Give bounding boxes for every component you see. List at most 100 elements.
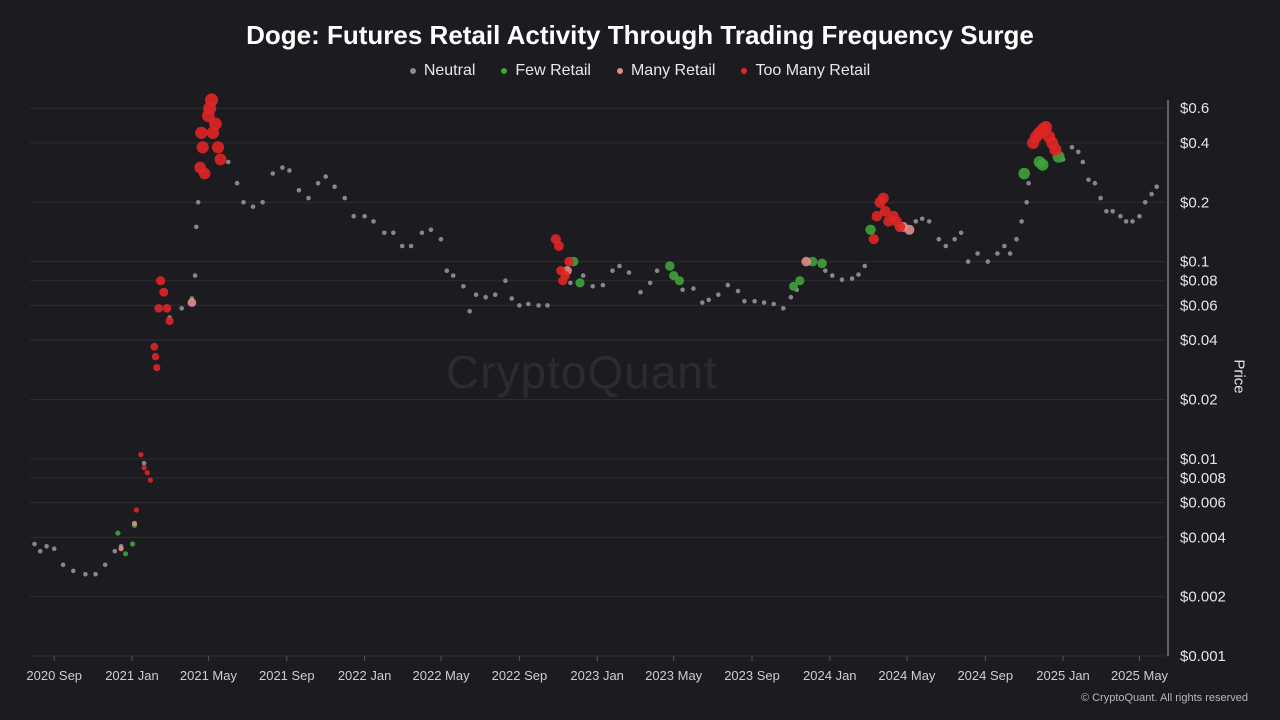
y-tick-label: $0.04 bbox=[1180, 332, 1218, 349]
legend-item-few-retail[interactable]: Few Retail bbox=[501, 62, 591, 80]
data-point-neutral bbox=[250, 204, 256, 209]
legend-item-too-many-retail[interactable]: Too Many Retail bbox=[741, 62, 870, 80]
data-point-neutral bbox=[83, 571, 88, 577]
legend-dot-few-retail bbox=[501, 68, 508, 74]
data-point-too-many-retail bbox=[1049, 143, 1062, 156]
data-point-neutral bbox=[536, 303, 541, 308]
data-point-neutral bbox=[473, 292, 479, 298]
data-point-neutral bbox=[461, 284, 466, 289]
data-point-neutral bbox=[936, 236, 942, 242]
x-tick-label: 2025 May bbox=[1111, 668, 1169, 683]
data-point-neutral bbox=[362, 213, 367, 219]
data-point-neutral bbox=[195, 200, 201, 205]
data-point-neutral bbox=[654, 268, 660, 274]
data-point-too-many-retail bbox=[877, 192, 889, 204]
data-point-neutral bbox=[391, 230, 396, 236]
legend-dot-many-retail bbox=[616, 68, 623, 74]
data-point-too-many-retail bbox=[209, 117, 222, 131]
data-point-neutral bbox=[1002, 243, 1007, 249]
x-tick-label: 2020 Sep bbox=[26, 668, 82, 683]
data-point-neutral bbox=[965, 259, 971, 264]
data-point-neutral bbox=[509, 296, 515, 301]
data-point-too-many-retail bbox=[868, 234, 879, 245]
data-point-neutral bbox=[752, 298, 757, 304]
data-point-many-retail bbox=[187, 298, 197, 307]
legend-item-many-retail[interactable]: Many Retail bbox=[616, 62, 715, 80]
x-tick-label: 2022 Sep bbox=[492, 668, 548, 683]
data-point-many-retail bbox=[131, 520, 138, 527]
data-point-neutral bbox=[467, 309, 473, 314]
x-tick-label: 2024 Jan bbox=[803, 668, 857, 683]
legend-item-neutral[interactable]: Neutral bbox=[409, 62, 475, 80]
data-point-neutral bbox=[342, 195, 348, 201]
data-point-neutral bbox=[691, 286, 696, 291]
data-point-neutral bbox=[1149, 191, 1154, 197]
y-tick-label: $0.6 bbox=[1180, 100, 1209, 117]
data-point-neutral bbox=[51, 546, 57, 551]
data-point-neutral bbox=[371, 219, 376, 224]
y-tick-label: $0.2 bbox=[1180, 194, 1209, 211]
y-tick-label: $0.01 bbox=[1180, 451, 1218, 468]
data-point-neutral bbox=[716, 292, 721, 298]
data-point-neutral bbox=[270, 171, 276, 176]
data-point-too-many-retail bbox=[159, 287, 169, 297]
x-tick-label: 2024 May bbox=[878, 668, 936, 683]
data-point-few-retail bbox=[674, 276, 685, 286]
data-point-few-retail bbox=[865, 224, 876, 235]
data-point-neutral bbox=[568, 280, 573, 286]
data-point-few-retail bbox=[817, 258, 827, 269]
data-point-neutral bbox=[985, 259, 991, 264]
data-point-neutral bbox=[638, 289, 643, 295]
legend-label-few-retail: Few Retail bbox=[515, 62, 591, 79]
data-point-neutral bbox=[408, 243, 414, 249]
data-point-neutral bbox=[580, 273, 586, 278]
data-point-few-retail bbox=[115, 530, 121, 536]
data-point-neutral bbox=[1076, 149, 1081, 155]
data-point-neutral bbox=[492, 292, 498, 298]
legend-label-too-many-retail: Too Many Retail bbox=[755, 62, 871, 79]
data-point-too-many-retail bbox=[165, 316, 174, 326]
data-point-neutral bbox=[1086, 177, 1091, 183]
data-point-few-retail bbox=[795, 276, 805, 286]
data-point-many-retail bbox=[801, 256, 811, 267]
data-point-too-many-retail bbox=[205, 93, 219, 107]
data-point-neutral bbox=[60, 562, 66, 568]
data-point-too-many-retail bbox=[133, 507, 139, 513]
data-point-too-many-retail bbox=[151, 352, 160, 361]
data-point-too-many-retail bbox=[138, 452, 144, 458]
data-point-neutral bbox=[1098, 195, 1103, 201]
x-tick-label: 2021 Jan bbox=[105, 668, 159, 683]
data-point-neutral bbox=[526, 301, 531, 307]
data-point-neutral bbox=[260, 200, 265, 205]
data-point-neutral bbox=[1014, 236, 1019, 242]
data-point-neutral bbox=[856, 272, 861, 277]
data-point-few-retail bbox=[789, 281, 798, 291]
data-point-few-retail bbox=[1036, 158, 1049, 171]
data-point-few-retail bbox=[665, 261, 675, 271]
data-point-neutral bbox=[234, 180, 240, 186]
data-point-neutral bbox=[450, 273, 456, 278]
x-tick-label: 2023 May bbox=[645, 668, 703, 683]
data-point-neutral bbox=[1019, 219, 1024, 224]
data-point-neutral bbox=[781, 306, 786, 311]
data-point-neutral bbox=[1137, 213, 1142, 219]
data-point-too-many-retail bbox=[553, 241, 564, 251]
data-point-neutral bbox=[503, 278, 508, 284]
data-point-neutral bbox=[943, 243, 949, 249]
data-point-few-retail bbox=[1018, 167, 1030, 180]
y-axis-title: Price bbox=[1230, 359, 1248, 394]
data-point-too-many-retail bbox=[560, 271, 570, 281]
data-point-too-many-retail bbox=[871, 210, 883, 222]
data-point-neutral bbox=[725, 282, 731, 288]
data-point-neutral bbox=[192, 273, 198, 278]
data-point-neutral bbox=[1092, 180, 1098, 186]
data-point-neutral bbox=[517, 303, 522, 308]
data-point-neutral bbox=[1123, 219, 1129, 224]
data-point-neutral bbox=[626, 270, 632, 275]
data-point-neutral bbox=[680, 287, 685, 293]
data-point-neutral bbox=[700, 300, 705, 305]
data-point-neutral bbox=[141, 460, 147, 466]
data-point-neutral bbox=[444, 268, 450, 274]
data-point-neutral bbox=[1118, 213, 1123, 219]
